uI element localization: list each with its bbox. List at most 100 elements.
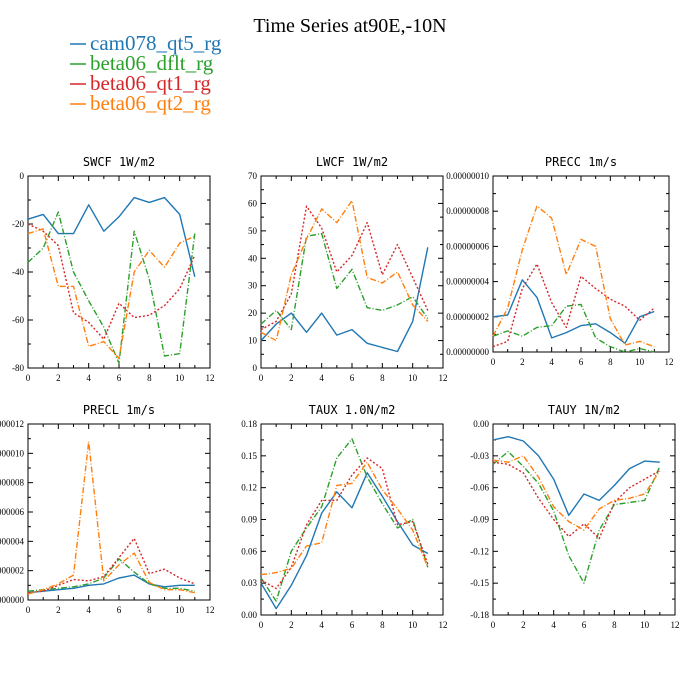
y-tick-label: 0.00000008 — [0, 478, 25, 488]
legend-item-cam078-qt5-rg: cam078_qt5_rg — [70, 31, 222, 55]
x-tick-label: 10 — [175, 373, 185, 383]
x-tick-label: 6 — [350, 373, 355, 383]
plot-frame — [27, 423, 211, 601]
y-tick-label: 0 — [253, 363, 258, 373]
y-tick-label: 70 — [248, 171, 258, 181]
series-line-beta06-dflt-rg — [492, 303, 655, 353]
y-tick-label: 0.00000012 — [0, 419, 24, 429]
y-tick-label: 0.00000006 — [0, 507, 25, 517]
x-tick-label: 2 — [56, 373, 61, 383]
y-tick-label: -0.12 — [470, 546, 489, 556]
series-line-beta06-qt2-rg — [27, 228, 196, 360]
y-tick-label: -60 — [12, 315, 24, 325]
y-tick-label: 0.03 — [241, 578, 257, 588]
y-tick-label: 0.00000002 — [446, 312, 489, 322]
y-tick-label: -0.09 — [470, 515, 489, 525]
plot-frame — [260, 423, 444, 616]
series-line-cam078-qt5-rg — [27, 574, 195, 594]
x-tick-label: 4 — [86, 373, 91, 383]
legend-label: beta06_dflt_rg — [90, 51, 214, 75]
x-tick-label: 0 — [491, 357, 496, 367]
series-line-beta06-qt1-rg — [260, 205, 429, 331]
x-tick-label: 10 — [175, 605, 185, 615]
x-tick-label: 2 — [521, 620, 526, 630]
plot-frame — [260, 175, 444, 369]
y-tick-label: 0.09 — [241, 515, 257, 525]
plot-frame — [27, 175, 211, 369]
y-tick-label: 0.00000010 — [446, 171, 489, 181]
x-tick-label: 8 — [608, 357, 613, 367]
series-line-beta06-qt2-rg — [27, 440, 195, 595]
x-tick-label: 12 — [206, 373, 215, 383]
x-tick-label: 4 — [86, 605, 91, 615]
plot-frame — [492, 423, 676, 616]
y-tick-label: -0.03 — [470, 451, 489, 461]
x-tick-label: 6 — [582, 620, 587, 630]
x-tick-label: 4 — [549, 357, 554, 367]
x-tick-label: 10 — [408, 373, 418, 383]
panel-title: PRECC 1m/s — [545, 155, 617, 169]
x-tick-label: 4 — [319, 620, 324, 630]
legend-item-beta06-dflt-rg: beta06_dflt_rg — [70, 51, 214, 75]
y-tick-label: 0.12 — [241, 483, 257, 493]
panel-title: SWCF 1W/m2 — [83, 155, 155, 169]
x-tick-label: 12 — [439, 373, 448, 383]
x-tick-label: 2 — [520, 357, 525, 367]
x-tick-label: 8 — [380, 620, 385, 630]
x-tick-label: 0 — [26, 605, 31, 615]
series-line-cam078-qt5-rg — [260, 247, 429, 353]
series-line-beta06-qt2-rg — [260, 199, 429, 342]
x-tick-label: 12 — [206, 605, 215, 615]
y-tick-label: -0.06 — [470, 483, 489, 493]
y-tick-label: 20 — [248, 308, 258, 318]
series-line-beta06-qt1-rg — [492, 263, 655, 348]
y-tick-label: 60 — [248, 198, 258, 208]
legend: cam078_qt5_rgbeta06_dflt_rgbeta06_qt1_rg… — [70, 31, 222, 115]
series-line-beta06-qt2-rg — [492, 205, 655, 348]
x-tick-label: 8 — [147, 605, 152, 615]
x-tick-label: 12 — [671, 620, 680, 630]
y-tick-label: 0.00000000 — [446, 347, 489, 357]
legend-label: cam078_qt5_rg — [90, 31, 222, 55]
panel-title: LWCF 1W/m2 — [316, 155, 388, 169]
y-tick-label: 0.00000002 — [0, 566, 24, 576]
series-line-beta06-dflt-rg — [260, 438, 429, 602]
y-tick-label: 0.06 — [241, 546, 257, 556]
x-tick-label: 0 — [26, 373, 31, 383]
y-tick-label: 0.00000004 — [0, 536, 25, 546]
y-tick-label: 0.00 — [241, 610, 257, 620]
x-tick-label: 8 — [380, 373, 385, 383]
series-line-cam078-qt5-rg — [492, 279, 655, 344]
x-tick-label: 6 — [350, 620, 355, 630]
x-tick-label: 2 — [56, 605, 61, 615]
x-tick-label: 6 — [117, 605, 122, 615]
y-tick-label: 0 — [20, 171, 25, 181]
legend-label: beta06_qt1_rg — [90, 71, 211, 95]
y-tick-label: 0.00000006 — [446, 241, 489, 251]
y-tick-label: -20 — [12, 219, 24, 229]
x-tick-label: 10 — [640, 620, 650, 630]
y-tick-label: -0.15 — [470, 578, 489, 588]
y-tick-label: -80 — [12, 363, 24, 373]
y-tick-label: 0.00 — [473, 419, 489, 429]
x-tick-label: 12 — [665, 357, 674, 367]
y-tick-label: 30 — [248, 281, 258, 291]
figure-title: Time Series at90E,-10N — [253, 15, 446, 37]
series-line-beta06-dflt-rg — [260, 232, 429, 331]
y-tick-label: 0.00000004 — [446, 277, 489, 287]
y-tick-label: -0.18 — [470, 610, 489, 620]
x-tick-label: 0 — [491, 620, 496, 630]
panel-precc: PRECC 1m/s 0 2 4 6 8 10 12 0.00000000 0.00000002 0… — [446, 155, 673, 367]
y-tick-label: 50 — [248, 226, 258, 236]
panel-swcf: SWCF 1W/m2 0 2 4 6 8 10 12 -80 -60 -40 -20 0 — [12, 155, 215, 383]
series-line-beta06-qt2-rg — [260, 461, 429, 576]
x-tick-label: 10 — [408, 620, 418, 630]
y-tick-label: 10 — [248, 336, 258, 346]
series-line-cam078-qt5-rg — [492, 436, 660, 516]
legend-label: beta06_qt2_rg — [90, 91, 211, 115]
y-tick-label: 0.15 — [241, 451, 257, 461]
series-line-beta06-qt1-rg — [492, 461, 661, 540]
legend-item-beta06-qt1-rg: beta06_qt1_rg — [70, 71, 211, 95]
x-tick-label: 4 — [551, 620, 556, 630]
